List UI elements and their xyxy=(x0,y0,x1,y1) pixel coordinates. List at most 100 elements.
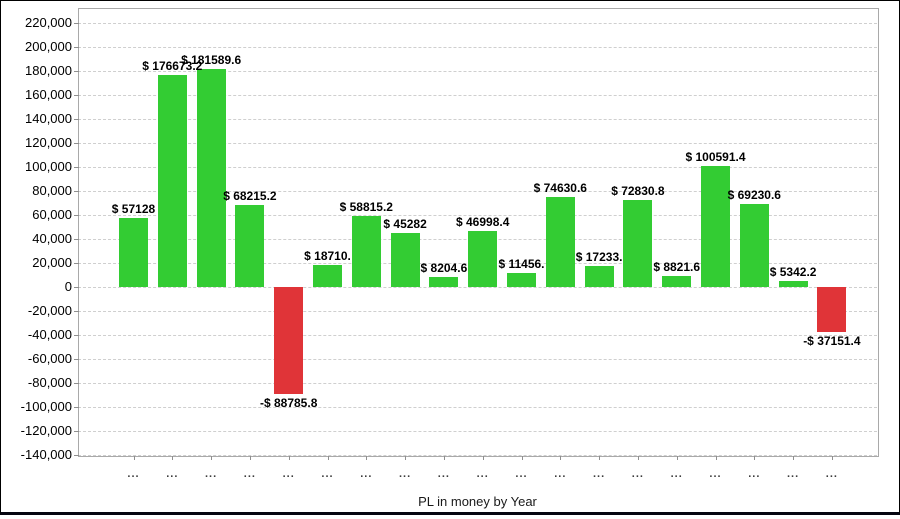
y-axis-tick-label: 200,000 xyxy=(25,39,72,54)
y-gridline xyxy=(78,383,877,384)
profit-bar xyxy=(545,197,575,287)
profit-bar xyxy=(507,273,536,287)
y-gridline xyxy=(78,311,877,312)
y-axis-tick-label: 40,000 xyxy=(32,231,72,246)
x-axis-tick xyxy=(249,456,251,460)
y-axis-tick xyxy=(74,71,79,72)
bar-value-label: $ 46998.4 xyxy=(455,214,510,229)
bar-value-label: $ 176673.2 xyxy=(142,58,203,73)
profit-bar xyxy=(739,203,769,287)
y-axis-tick xyxy=(74,263,79,264)
y-gridline xyxy=(78,335,877,336)
bar-value-label: $ 45282 xyxy=(383,216,427,231)
y-axis-tick-label: -120,000 xyxy=(20,423,72,438)
x-axis-tick xyxy=(521,456,523,460)
profit-bar xyxy=(662,276,692,287)
bar-value-label: $ 11456. xyxy=(498,257,545,272)
x-axis-tick-label: ... xyxy=(554,468,567,480)
y-gridline xyxy=(78,191,877,192)
y-gridline xyxy=(78,143,877,144)
bar-value-label: $ 18710. xyxy=(304,248,351,263)
y-axis-tick-label: 60,000 xyxy=(32,207,72,222)
y-axis-tick xyxy=(74,23,79,24)
y-axis-tick xyxy=(74,383,79,384)
bar-value-label: $ 74630.6 xyxy=(533,181,587,196)
profit-bar xyxy=(390,232,420,287)
x-axis-tick-label: ... xyxy=(205,468,218,480)
x-axis-tick-label: ... xyxy=(593,468,606,480)
x-axis-tick xyxy=(560,456,562,460)
y-axis-tick-label: 80,000 xyxy=(32,183,72,198)
y-gridline xyxy=(78,167,877,168)
y-axis-tick xyxy=(74,167,79,168)
y-axis-tick-label: 120,000 xyxy=(25,135,72,150)
y-axis-tick xyxy=(74,119,79,120)
x-axis-tick xyxy=(288,456,290,460)
loss-bar xyxy=(274,287,304,394)
x-axis-tick xyxy=(715,456,717,460)
bar-value-label: $ 58815.2 xyxy=(339,200,393,215)
y-axis-tick-label: 180,000 xyxy=(25,63,72,78)
y-axis-tick-label: -60,000 xyxy=(27,351,72,366)
x-axis-tick xyxy=(443,456,445,460)
y-axis-tick-label: -20,000 xyxy=(27,303,72,318)
x-axis-tick-label: ... xyxy=(709,468,722,480)
x-axis-tick-label: ... xyxy=(787,468,800,480)
bar-value-label: $ 72830.8 xyxy=(611,183,665,198)
x-axis-tick xyxy=(831,456,833,460)
x-axis-tick xyxy=(637,456,639,460)
bar-value-label: -$ 37151.4 xyxy=(803,333,861,348)
x-axis-tick xyxy=(754,456,756,460)
y-gridline xyxy=(78,23,877,24)
x-axis-tick-label: ... xyxy=(825,468,838,480)
y-axis-tick xyxy=(74,215,79,216)
y-axis-tick xyxy=(74,455,79,456)
x-axis-tick xyxy=(172,456,174,460)
x-axis-tick-label: ... xyxy=(515,468,528,480)
x-axis-tick-label: ... xyxy=(166,468,179,480)
y-axis-tick-label: -140,000 xyxy=(20,447,72,462)
profit-bar xyxy=(623,199,653,287)
x-axis-tick-label: ... xyxy=(127,468,140,480)
y-axis-tick-label: 100,000 xyxy=(25,159,72,174)
y-gridline xyxy=(78,95,877,96)
loss-bar xyxy=(817,287,847,332)
profit-bar xyxy=(351,216,381,287)
x-axis-tick-label: ... xyxy=(631,468,644,480)
bar-value-label: $ 5342.2 xyxy=(769,264,817,279)
y-gridline xyxy=(78,431,877,432)
bar-value-label: $ 17233. xyxy=(575,250,623,265)
y-axis-tick-label: 160,000 xyxy=(25,87,72,102)
x-axis-tick-label: ... xyxy=(670,468,683,480)
y-axis-tick-label: -80,000 xyxy=(27,375,72,390)
y-axis-tick xyxy=(74,431,79,432)
bar-value-label: $ 57128 xyxy=(111,202,156,217)
x-axis-tick-label: ... xyxy=(321,468,334,480)
y-axis-tick xyxy=(74,407,79,408)
y-gridline xyxy=(78,359,877,360)
y-axis-tick xyxy=(74,359,79,360)
y-axis-tick-label: -40,000 xyxy=(27,327,72,342)
y-gridline xyxy=(78,119,877,120)
y-axis-tick xyxy=(74,335,79,336)
x-axis-tick-label: ... xyxy=(243,468,256,480)
y-gridline xyxy=(78,455,877,456)
bar-value-label: $ 69230.6 xyxy=(727,187,781,202)
profit-bar xyxy=(313,264,342,287)
y-axis-tick xyxy=(74,311,79,312)
x-axis-tick xyxy=(482,456,484,460)
x-axis-tick xyxy=(676,456,678,460)
x-axis-tick-label: ... xyxy=(476,468,489,480)
x-axis-tick xyxy=(793,456,795,460)
y-axis-tick-label: 220,000 xyxy=(25,15,72,30)
x-axis-tick xyxy=(405,456,407,460)
profit-bar xyxy=(778,280,808,287)
y-gridline xyxy=(78,287,877,288)
x-axis-tick xyxy=(599,456,601,460)
profit-bar xyxy=(701,166,730,287)
bar-value-label: $ 100591.4 xyxy=(685,150,746,165)
profit-bar xyxy=(584,266,614,287)
y-axis-tick xyxy=(74,47,79,48)
y-axis-tick-label: 20,000 xyxy=(32,255,72,270)
x-axis-tick xyxy=(211,456,213,460)
